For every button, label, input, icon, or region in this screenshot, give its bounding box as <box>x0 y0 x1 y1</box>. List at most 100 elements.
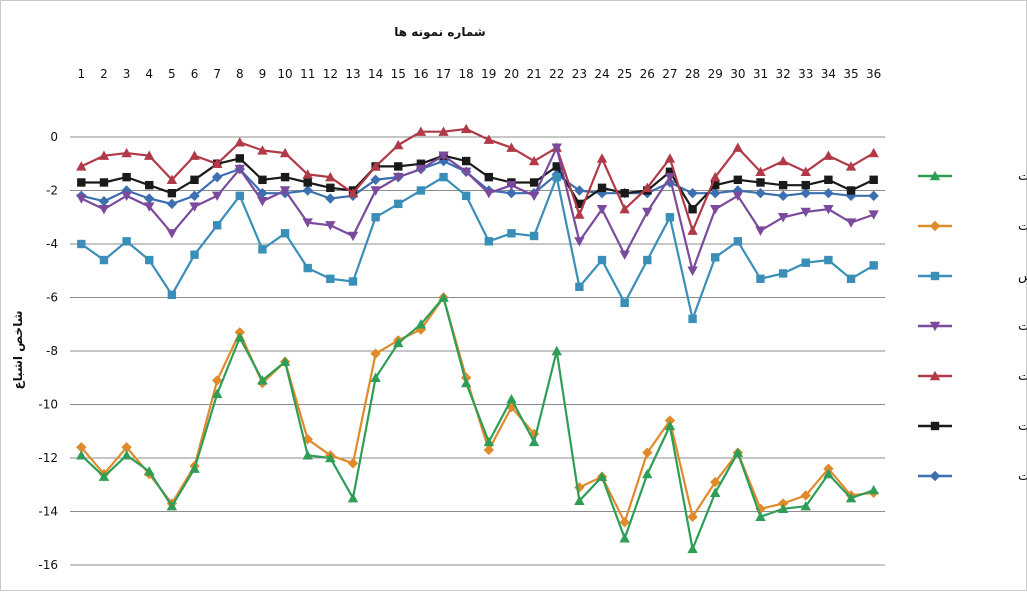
data-point <box>370 186 381 196</box>
data-point <box>280 229 290 238</box>
data-point <box>506 142 517 152</box>
legend-item: مگنزیت <box>918 168 1027 184</box>
data-point <box>394 162 403 171</box>
data-point <box>528 436 540 447</box>
data-point <box>868 190 879 202</box>
data-point <box>664 153 676 163</box>
data-point <box>823 150 834 160</box>
data-point <box>868 147 879 158</box>
data-point <box>370 161 381 171</box>
data-point <box>711 253 720 262</box>
data-point <box>325 221 336 231</box>
data-point <box>755 187 766 199</box>
data-point <box>929 470 941 482</box>
data-point <box>528 155 540 166</box>
data-point <box>211 388 223 398</box>
data-point <box>710 205 721 215</box>
data-point <box>234 332 245 342</box>
x-tick-label: 22 <box>549 67 564 81</box>
data-point <box>98 205 110 215</box>
x-tick-label: 6 <box>191 67 199 81</box>
x-tick-label: 27 <box>662 67 677 81</box>
data-point <box>642 447 653 458</box>
data-point <box>823 468 834 479</box>
data-point <box>755 166 766 176</box>
data-point <box>777 155 789 166</box>
data-point <box>528 428 540 440</box>
data-point <box>823 463 834 474</box>
data-point <box>484 237 494 246</box>
data-point <box>845 218 857 228</box>
data-point <box>257 375 268 385</box>
data-point <box>347 458 359 469</box>
data-point <box>438 126 449 136</box>
data-point <box>302 169 313 179</box>
data-point <box>393 139 404 150</box>
x-tick-label: 36 <box>866 67 881 81</box>
x-tick-label: 17 <box>436 67 451 81</box>
x-tick-label: 12 <box>323 67 338 81</box>
series-line <box>80 296 875 551</box>
data-point <box>258 245 267 254</box>
data-point <box>258 175 267 184</box>
x-tick-label: 20 <box>504 67 519 81</box>
data-point <box>121 442 132 453</box>
data-point <box>302 185 313 196</box>
x-tick-label: 28 <box>685 67 700 81</box>
data-point <box>460 377 472 388</box>
data-point <box>325 193 336 204</box>
data-point <box>665 167 675 176</box>
data-point <box>145 180 154 190</box>
x-tick-label: 13 <box>345 67 360 81</box>
data-point <box>257 197 268 207</box>
data-point <box>144 202 155 212</box>
data-point <box>394 199 403 209</box>
y-tick-label: -6 <box>46 291 58 305</box>
data-point <box>484 172 494 182</box>
data-point <box>77 239 86 249</box>
data-point <box>710 171 721 182</box>
data-point <box>211 191 223 202</box>
x-tick-label: 34 <box>821 67 836 81</box>
data-point <box>930 421 940 431</box>
data-point <box>302 450 313 460</box>
x-tick-label: 33 <box>798 67 813 81</box>
data-point <box>76 194 87 204</box>
legend-label: انیدریت <box>1018 469 1027 484</box>
data-point <box>777 498 789 509</box>
data-point <box>778 269 788 278</box>
data-point <box>929 220 941 232</box>
data-point <box>845 161 857 171</box>
legend-item: انیدریت <box>918 469 1027 484</box>
data-point <box>801 180 810 190</box>
series-1 <box>76 292 879 554</box>
data-point <box>777 190 789 202</box>
data-point <box>145 255 154 265</box>
x-tick-label: 14 <box>368 67 383 81</box>
data-point <box>506 187 517 199</box>
data-point <box>438 292 449 302</box>
data-point <box>347 187 359 198</box>
data-point <box>347 492 359 503</box>
data-point <box>930 271 940 281</box>
data-point <box>98 150 110 160</box>
data-point <box>279 147 291 158</box>
data-point <box>279 356 291 366</box>
data-point <box>551 143 562 153</box>
data-point <box>416 186 426 195</box>
data-point <box>415 319 427 329</box>
y-tick-label: -16 <box>38 558 58 572</box>
data-point <box>846 186 856 195</box>
data-point <box>687 225 698 235</box>
data-point <box>574 495 585 505</box>
data-point <box>99 255 109 265</box>
legend-item: فلوریت <box>918 319 1027 334</box>
data-point <box>506 393 517 404</box>
data-point <box>868 210 879 220</box>
data-point <box>574 237 585 247</box>
data-point <box>325 452 336 463</box>
data-point <box>416 159 426 168</box>
data-point <box>189 190 200 202</box>
data-point <box>823 187 834 199</box>
data-point <box>596 205 608 215</box>
